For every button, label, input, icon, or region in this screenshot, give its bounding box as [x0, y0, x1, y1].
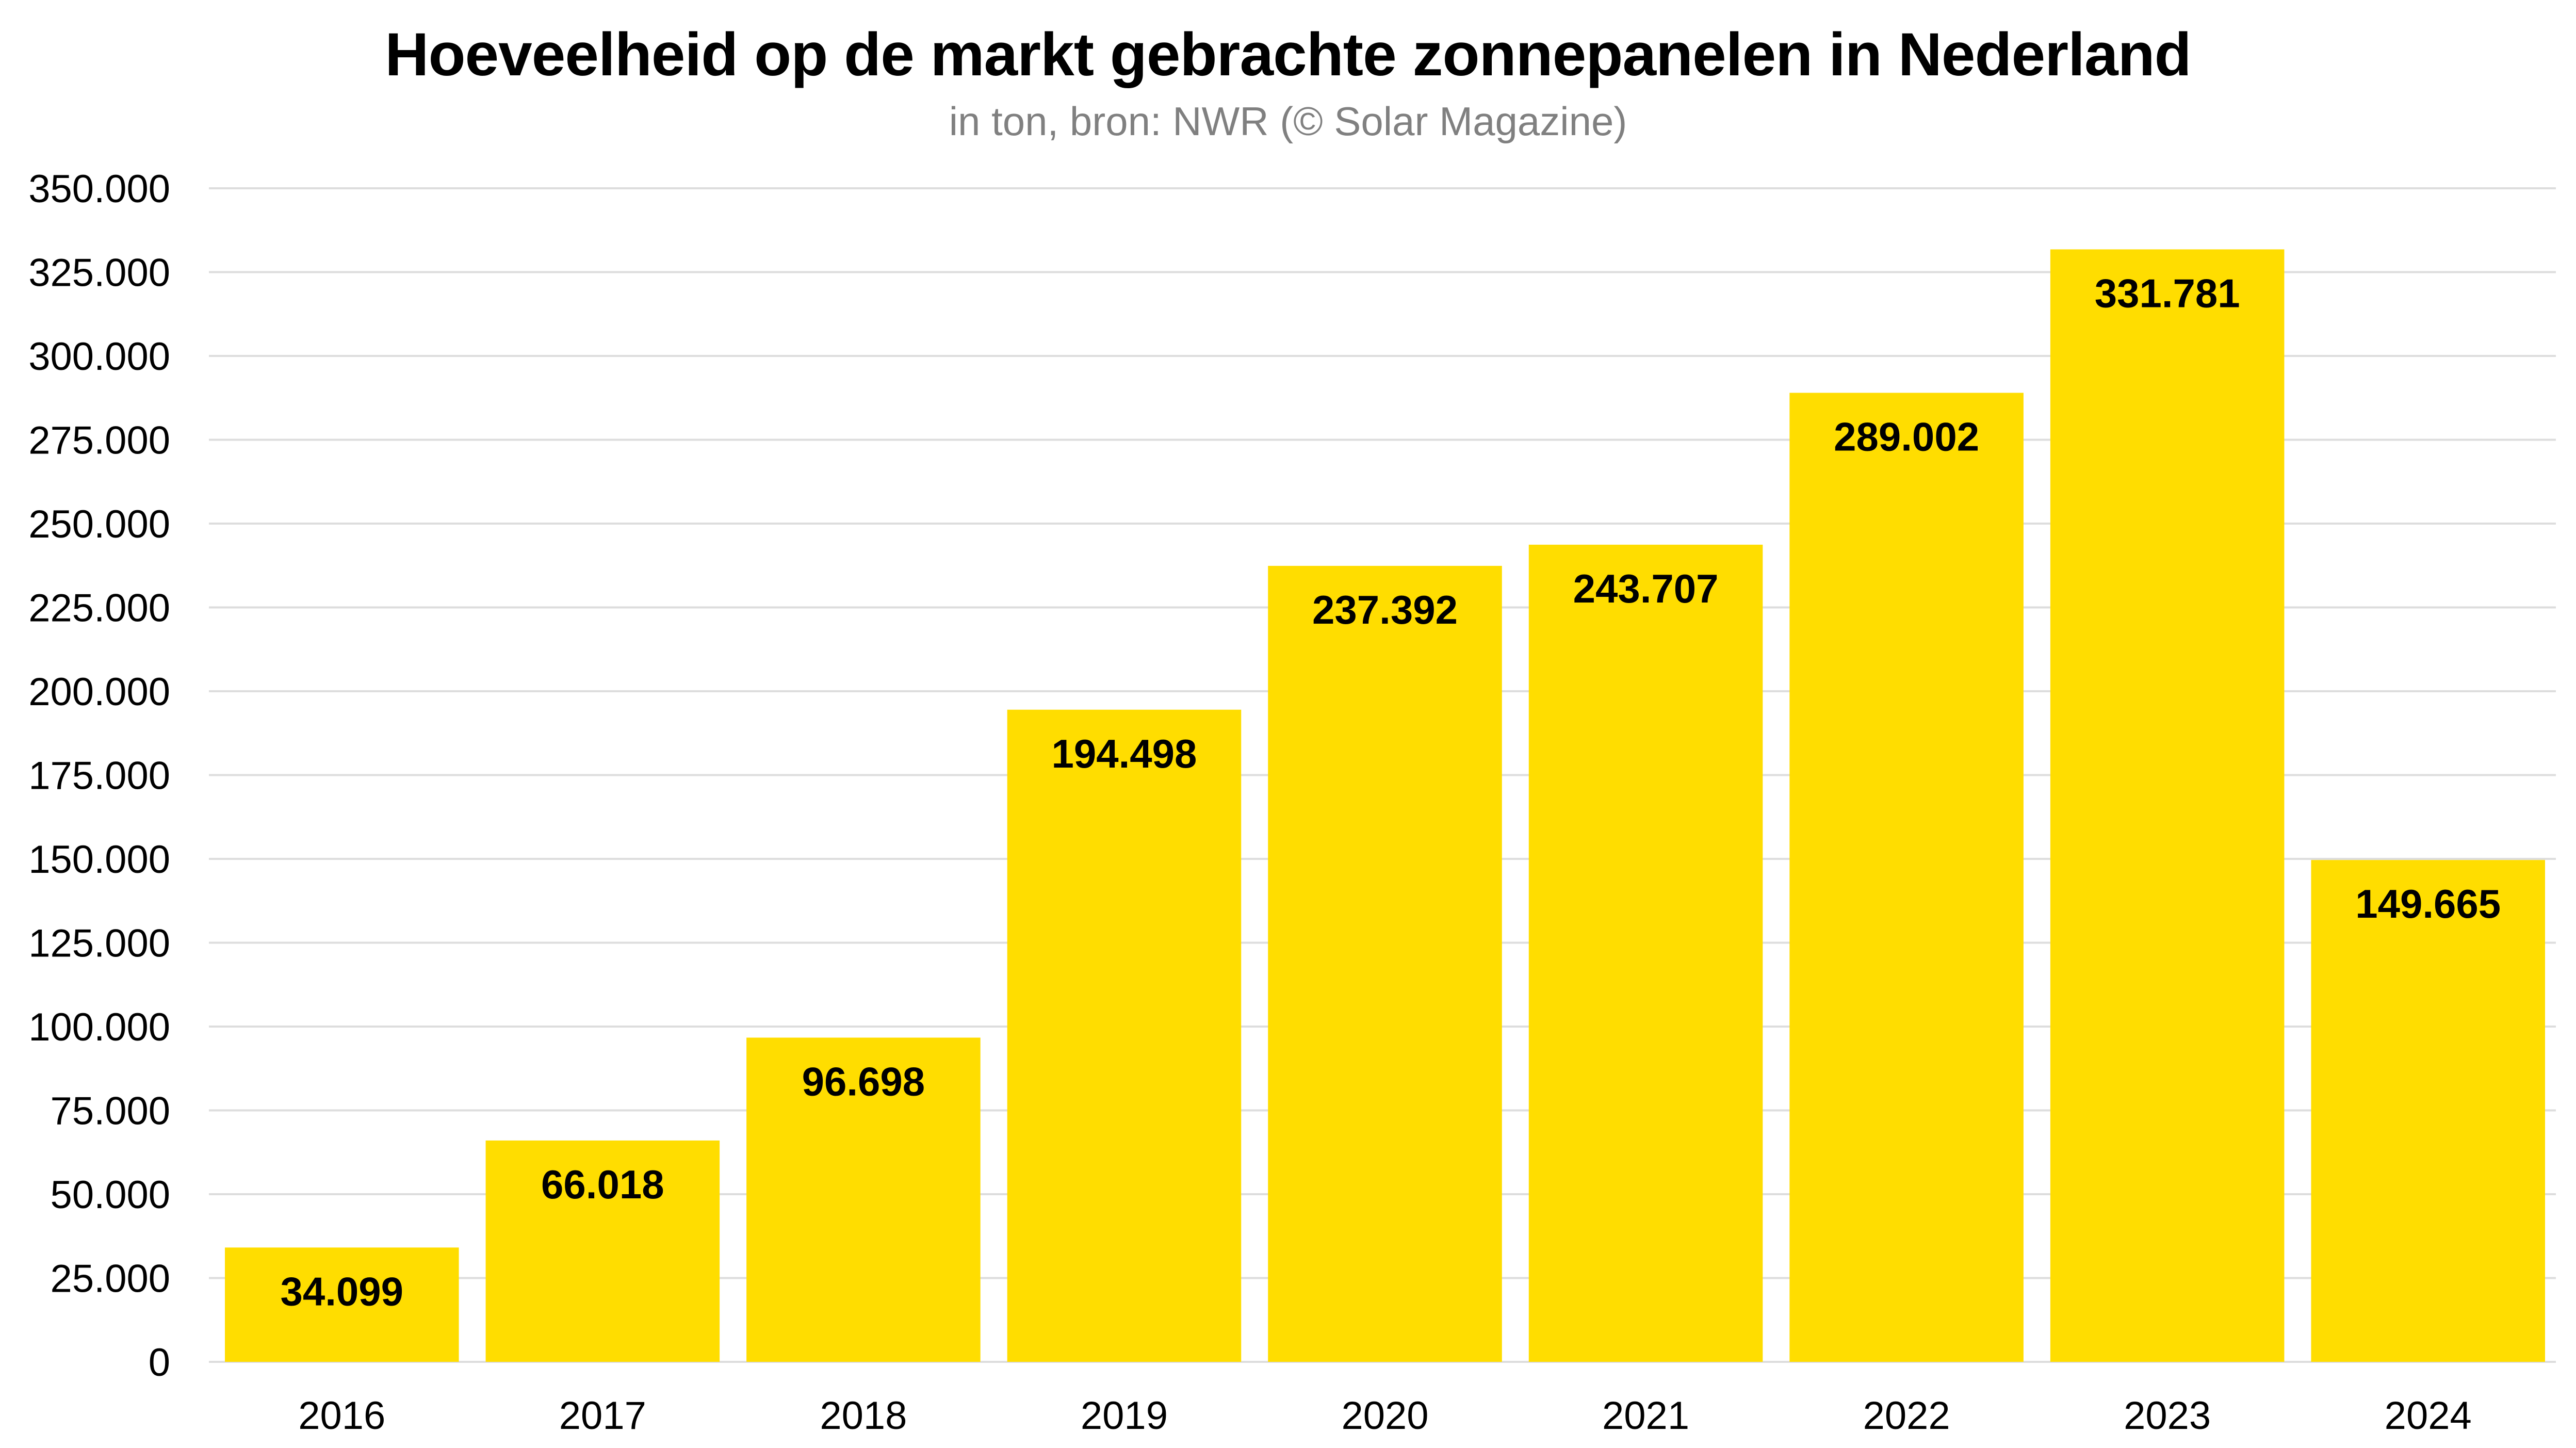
bars [225, 249, 2545, 1362]
bar-value-label: 237.392 [1312, 587, 1458, 632]
bar-2020[interactable] [1268, 565, 1502, 1362]
y-axis-ticks: 0 25.000 50.000 75.000 100.000 125.000 150.000… [28, 167, 170, 1385]
bar-2019[interactable] [1007, 709, 1242, 1362]
y-tick-label: 50.000 [51, 1173, 170, 1217]
y-tick-label: 250.000 [28, 502, 170, 546]
y-tick-label: 350.000 [28, 167, 170, 211]
y-tick-label: 300.000 [28, 335, 170, 379]
x-tick-label: 2024 [2385, 1394, 2472, 1438]
bar-2024[interactable] [2311, 860, 2545, 1362]
bar-value-labels: 34.099 66.018 96.698 194.498 237.392 243.707 2… [280, 270, 2501, 1314]
y-tick-label: 225.000 [28, 587, 170, 630]
x-tick-label: 2023 [2124, 1394, 2211, 1438]
bar-2016[interactable] [225, 1247, 459, 1362]
y-tick-label: 25.000 [51, 1257, 170, 1301]
bar-value-label: 96.698 [802, 1059, 925, 1104]
bar-2023[interactable] [2050, 249, 2285, 1362]
bar-2021[interactable] [1528, 544, 1763, 1362]
y-tick-label: 75.000 [51, 1089, 170, 1133]
y-tick-label: 0 [149, 1341, 170, 1385]
chart-title: Hoeveelheid op de markt gebrachte zonnep… [385, 21, 2192, 89]
x-axis-ticks: 2016 2017 2018 2019 2020 2021 2022 2023 2024 [298, 1394, 2472, 1438]
y-tick-label: 100.000 [28, 1005, 170, 1049]
y-tick-label: 275.000 [28, 419, 170, 463]
x-tick-label: 2018 [820, 1394, 907, 1438]
bar-value-label: 149.665 [2355, 881, 2501, 926]
bar-2018[interactable] [746, 1037, 981, 1362]
y-tick-label: 175.000 [28, 754, 170, 798]
x-tick-label: 2022 [1863, 1394, 1950, 1438]
y-tick-label: 325.000 [28, 251, 170, 295]
y-tick-label: 150.000 [28, 838, 170, 882]
bar-value-label: 331.781 [2095, 270, 2240, 316]
x-tick-label: 2017 [559, 1394, 646, 1438]
bar-value-label: 289.002 [1834, 414, 1979, 459]
bar-value-label: 243.707 [1573, 566, 1719, 611]
x-tick-label: 2016 [298, 1394, 385, 1438]
x-tick-label: 2020 [1341, 1394, 1428, 1438]
bar-value-label: 66.018 [541, 1162, 664, 1207]
bar-value-label: 34.099 [280, 1268, 403, 1314]
bar-2022[interactable] [1789, 393, 2024, 1362]
bar-2017[interactable] [485, 1140, 720, 1362]
x-tick-label: 2021 [1602, 1394, 1689, 1438]
chart-subtitle: in ton, bron: NWR (© Solar Magazine) [949, 99, 1627, 144]
y-tick-label: 125.000 [28, 922, 170, 966]
bar-value-label: 194.498 [1051, 731, 1197, 776]
y-tick-label: 200.000 [28, 670, 170, 714]
x-tick-label: 2019 [1081, 1394, 1168, 1438]
